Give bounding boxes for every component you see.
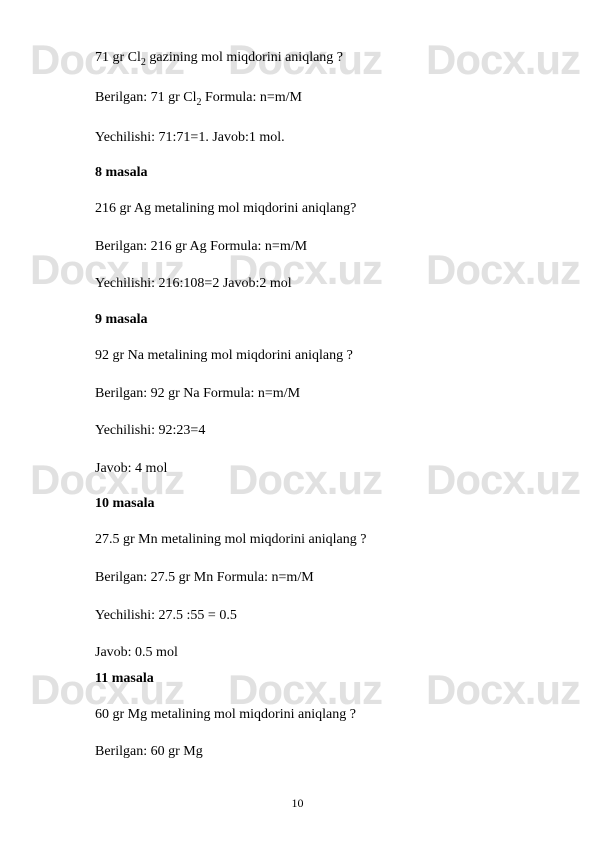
heading-10: 10 masala — [95, 496, 525, 512]
problem-7-solution: Yechilishi: 71:71=1. Javob:1 mol. — [95, 128, 525, 148]
problem-11-given: Berilgan: 60 gr Mg — [95, 742, 525, 762]
text: Berilgan: 71 gr Cl — [95, 90, 197, 105]
text: Formula: n=m/M — [202, 90, 302, 105]
heading-text: 11 masala — [95, 671, 154, 686]
problem-10-question: 27.5 gr Mn metalining mol miqdorini aniq… — [95, 530, 525, 550]
problem-8-solution: Yechilishi: 216:108=2 Javob:2 mol — [95, 274, 525, 294]
text: gazining mol miqdorini aniqlang ? — [146, 50, 343, 65]
text: 71 gr Cl — [95, 50, 141, 65]
document-content: 71 gr Cl2 gazining mol miqdorini aniqlan… — [95, 48, 525, 780]
problem-10-solution: Yechilishi: 27.5 :55 = 0.5 — [95, 606, 525, 626]
heading-9: 9 masala — [95, 312, 525, 328]
page-number: 10 — [0, 796, 595, 811]
problem-7-given: Berilgan: 71 gr Cl2 Formula: n=m/M — [95, 88, 525, 110]
heading-11: 11 masala — [95, 671, 525, 687]
problem-9-solution: Yechilishi: 92:23=4 — [95, 421, 525, 441]
problem-10-answer: Javob: 0.5 mol — [95, 643, 525, 663]
problem-11-question: 60 gr Mg metalining mol miqdorini aniqla… — [95, 705, 525, 725]
heading-text: 10 masala — [95, 496, 155, 511]
problem-8-question: 216 gr Ag metalining mol miqdorini aniql… — [95, 199, 525, 219]
problem-9-question: 92 gr Na metalining mol miqdorini aniqla… — [95, 346, 525, 366]
problem-9-given: Berilgan: 92 gr Na Formula: n=m/M — [95, 384, 525, 404]
problem-8-given: Berilgan: 216 gr Ag Formula: n=m/M — [95, 237, 525, 257]
heading-text: 8 masala — [95, 165, 148, 180]
heading-8: 8 masala — [95, 165, 525, 181]
heading-text: 9 masala — [95, 312, 148, 327]
problem-10-given: Berilgan: 27.5 gr Mn Formula: n=m/M — [95, 568, 525, 588]
problem-9-answer: Javob: 4 mol — [95, 459, 525, 479]
problem-7-question: 71 gr Cl2 gazining mol miqdorini aniqlan… — [95, 48, 525, 70]
